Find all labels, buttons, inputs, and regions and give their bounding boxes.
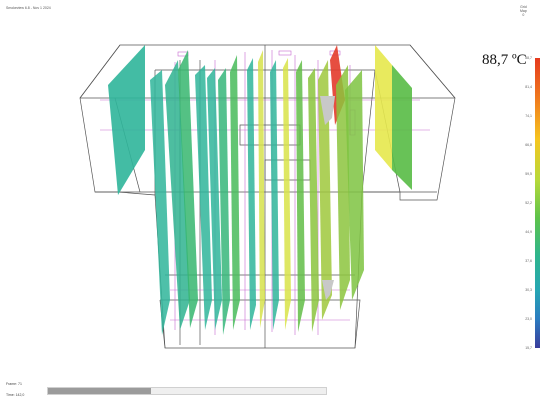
colorbar-tick: 44,9	[525, 230, 532, 234]
slice-plane-9	[247, 58, 256, 330]
time-slider[interactable]	[47, 387, 327, 395]
slice-plane-17	[345, 70, 364, 300]
colorbar-tick: 66,8	[525, 143, 532, 147]
slice-plane-15	[318, 60, 332, 320]
slice-plane-12	[283, 58, 291, 330]
colorbar-tick: 30,3	[525, 288, 532, 292]
top-right-info: Grid Map 0	[520, 5, 527, 17]
top-right-line3: 0	[522, 13, 525, 17]
colorbar-tick: 74,1	[525, 114, 532, 118]
top-right-line1: Grid	[520, 5, 527, 9]
slice-plane-5	[195, 65, 212, 330]
colorbar-tick: 15,7	[525, 346, 532, 350]
sprinkler-objects	[320, 96, 335, 300]
frame-label: Frame: 71	[6, 382, 22, 386]
colorbar-tick: 81,4	[525, 85, 532, 89]
slice-plane-11	[270, 60, 279, 330]
slice-plane-8	[230, 55, 240, 330]
colorbar-tick: 23,0	[525, 317, 532, 321]
time-label: Time: 142,0	[6, 393, 25, 397]
colorbar-tick: 52,2	[525, 201, 532, 205]
slice-plane-10	[258, 50, 265, 328]
slice-plane-14	[308, 68, 319, 332]
slice-plane-3	[165, 60, 190, 330]
slice-plane-6	[207, 68, 222, 330]
slice-plane-13	[296, 60, 305, 332]
legend-value-label: 88,7 ºC	[482, 52, 527, 68]
colorbar-tick: 59,5	[525, 172, 532, 176]
slice-plane-1	[108, 45, 145, 195]
colorbar-tick: 37,6	[525, 259, 532, 263]
colorbar	[535, 58, 540, 348]
slice-planes	[108, 45, 412, 335]
window-title: Smokeview 6.8 - Nov 1 2024	[6, 6, 51, 10]
colorbar-tick: 88,7	[525, 56, 532, 60]
top-right-line2: Map	[520, 9, 527, 13]
slice-plane-yellow	[375, 45, 392, 170]
time-slider-fill	[48, 388, 151, 394]
slice-plane-4	[178, 50, 198, 328]
slice-plane-7	[218, 68, 230, 335]
slice-plane-green-right	[392, 65, 412, 190]
slice-plane-2	[150, 70, 170, 335]
